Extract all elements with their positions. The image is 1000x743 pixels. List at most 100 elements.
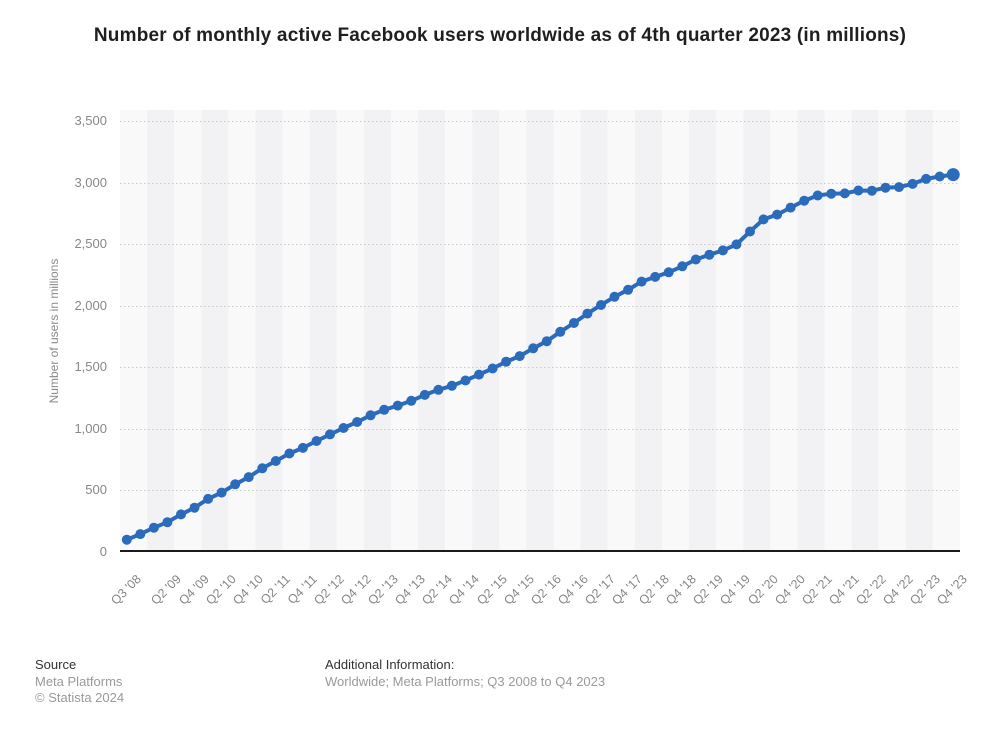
data-point [216,487,227,498]
x-axis-line [120,550,960,552]
data-point [311,436,322,446]
background-band [363,110,391,552]
background-band [336,110,364,552]
background-band [743,110,771,552]
y-tick-label: 1,500 [74,359,107,375]
additional-info-block: Additional Information: Worldwide; Meta … [325,657,605,690]
data-point [406,395,417,406]
background-band [526,110,554,552]
statista-copyright: © Statista 2024 [35,690,125,705]
data-point [704,249,715,260]
y-tick-label: 2,500 [74,236,107,252]
background-band [309,110,337,552]
data-point [257,463,268,474]
data-point [460,375,471,386]
data-point [568,318,579,328]
data-point [731,239,742,250]
data-point [270,456,281,466]
data-point [839,188,850,199]
data-point [745,226,755,237]
data-point [514,351,525,362]
background-band [390,110,419,552]
additional-info-label: Additional Information: [325,657,455,672]
background-band [661,110,690,552]
data-point [474,369,484,380]
data-point [189,502,200,513]
background-band [797,110,825,552]
data-point [880,182,891,193]
background-band [174,110,202,552]
data-point [392,400,403,411]
background-band [878,110,906,552]
chart-area: Number of users in millions 0 500 1,000 1,5… [47,110,970,608]
additional-info-text: Worldwide; Meta Platforms; Q3 2008 to Q4… [325,673,606,689]
data-point [758,214,769,225]
data-point [866,185,877,196]
source-name: Meta Platforms [35,673,123,689]
background-band [499,110,527,552]
data-point [433,384,444,395]
background-band [607,110,635,552]
y-tick-label: 500 [85,482,107,498]
data-point [894,182,904,193]
chart-title: Number of monthly active Facebook users … [93,25,907,46]
data-point [419,389,430,400]
data-point [203,493,214,504]
background-band [824,110,852,552]
source-label: Source [35,657,77,672]
data-point [921,173,932,184]
data-point [243,472,254,483]
background-band [716,110,744,552]
data-point [176,509,186,520]
data-point [555,326,566,337]
data-point [162,517,173,528]
data-point [148,522,159,533]
background-band [147,110,175,552]
background-band [851,110,879,552]
data-point [528,343,539,354]
data-point [352,417,363,427]
data-point [135,529,146,540]
data-point [623,284,634,295]
data-point [446,380,457,391]
background-band [634,110,662,552]
data-point [325,429,335,440]
data-point [907,178,918,189]
data-point [853,185,864,196]
source-block: Source Meta Platforms © Statista 2024 [35,657,124,707]
background-band [201,110,229,552]
data-point [365,410,376,421]
y-tick-label: 0 [99,544,107,559]
data-point [379,404,390,415]
background-band [120,110,148,552]
data-point [677,261,688,272]
data-point [501,356,512,367]
data-point [230,479,241,490]
data-point [946,168,960,182]
y-tick-label: 2,000 [74,297,107,313]
data-point [717,245,728,256]
data-point [772,209,783,220]
data-point [297,442,308,453]
data-point [338,423,349,433]
background-band [770,110,798,552]
data-point [609,291,620,302]
data-point [582,308,593,319]
background-band [689,110,717,552]
data-point [487,363,498,374]
y-tick-label: 3,500 [74,113,107,128]
data-point [690,254,701,265]
background-band [255,110,283,552]
data-point [636,276,647,287]
data-point [284,448,295,459]
data-point [596,300,606,310]
data-point [663,267,674,278]
data-point [121,534,132,545]
data-point [650,271,661,282]
background-band [472,110,500,552]
data-point [826,188,837,199]
data-point [934,171,945,182]
data-point [812,190,823,201]
background-band [580,110,608,552]
